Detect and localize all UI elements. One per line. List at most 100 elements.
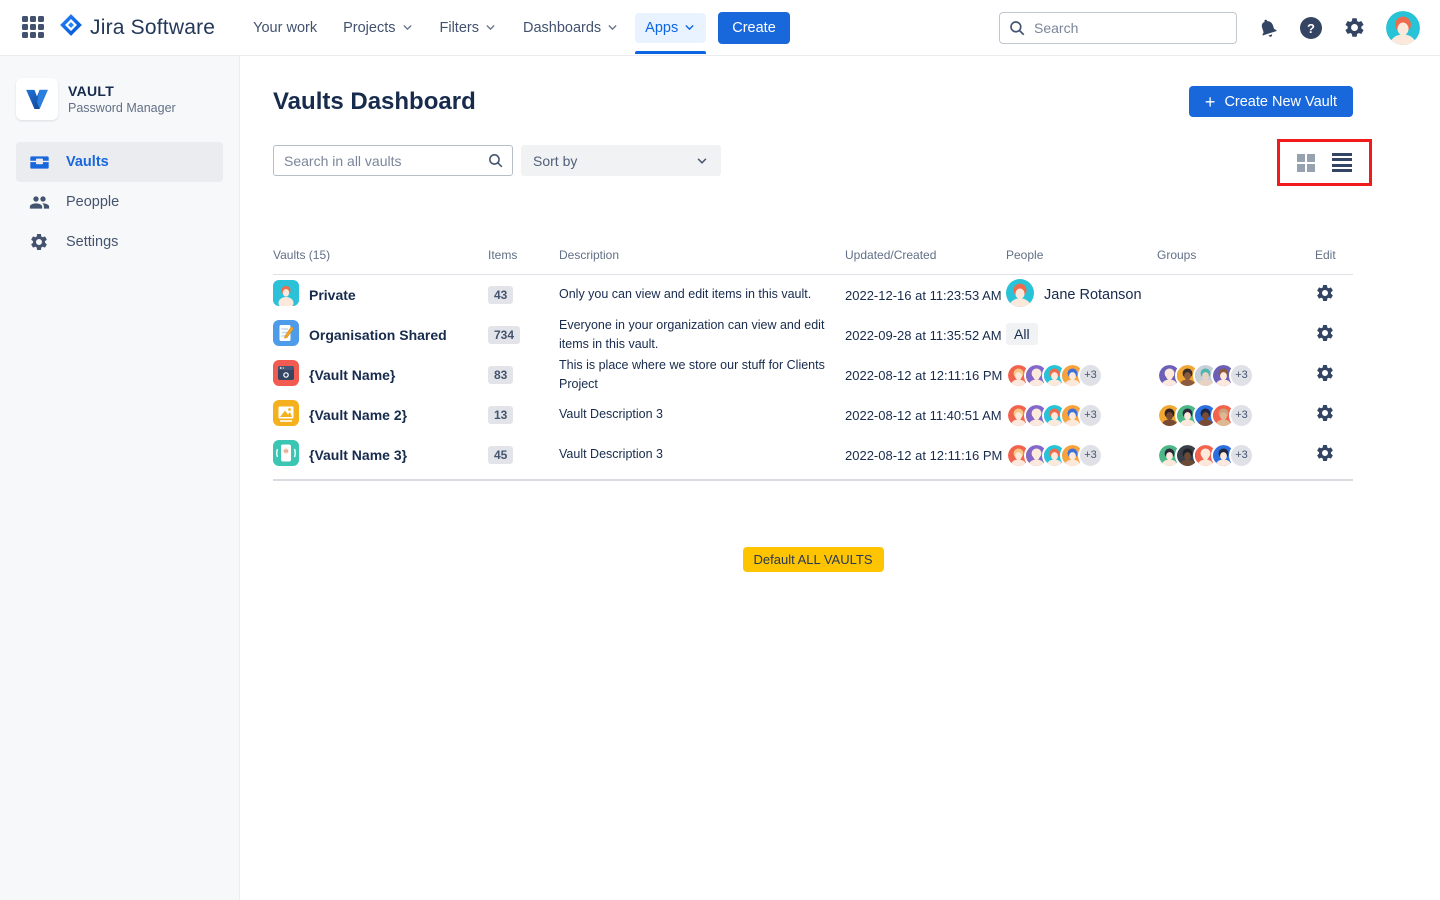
sidebar-item-peopple[interactable]: Peopple (16, 182, 223, 222)
edit-gear-icon[interactable] (1315, 443, 1335, 463)
vault-updated-timestamp: 2022-08-12 at 11:40:51 AM (845, 407, 1002, 423)
create-button[interactable]: Create (718, 11, 790, 44)
vault-description: Vault Description 3 (559, 407, 663, 422)
gear-icon (28, 232, 50, 252)
grid-view-icon[interactable] (1297, 153, 1315, 172)
vault-type-icon (273, 439, 299, 471)
table-row[interactable]: Organisation Shared 734 Everyone in your… (273, 315, 1353, 355)
primary-nav: Your work Projects Filters Dashboards Ap… (243, 0, 707, 56)
jira-logo-icon (58, 12, 84, 43)
vault-type-icon (273, 399, 299, 431)
person-avatar (1157, 362, 1182, 388)
create-new-vault-button[interactable]: + Create New Vault (1188, 86, 1353, 117)
notifications-bell-icon[interactable] (1257, 17, 1279, 39)
page-title: Vaults Dashboard (273, 87, 476, 115)
vault-description: This is place where we store our stuff f… (559, 357, 825, 391)
vault-name[interactable]: Private (309, 287, 356, 303)
chevron-down-icon (486, 25, 495, 31)
vault-people: +3 (1006, 402, 1157, 428)
more-count-badge[interactable]: +3 (1229, 402, 1254, 428)
vault-description: Vault Description 3 (559, 447, 663, 462)
vault-icon (28, 152, 50, 173)
nav-item-apps[interactable]: Apps (635, 12, 707, 54)
help-icon[interactable]: ? (1299, 16, 1323, 40)
items-count-badge: 13 (488, 406, 514, 424)
global-search-input[interactable] (999, 11, 1237, 44)
column-header: Groups (1157, 248, 1197, 262)
more-count-badge[interactable]: +3 (1229, 362, 1254, 388)
column-header: Vaults (15) (273, 248, 331, 262)
vault-search (273, 145, 513, 176)
vault-name[interactable]: {Vault Name 3} (309, 447, 408, 463)
edit-gear-icon[interactable] (1315, 363, 1335, 383)
person-avatar (1006, 362, 1031, 388)
app-switcher-icon[interactable] (22, 15, 46, 40)
all-people-badge: All (1006, 323, 1038, 345)
nav-item-your-work[interactable]: Your work (253, 19, 318, 36)
sidebar-item-label: Peopple (66, 194, 120, 210)
vault-updated-timestamp: 2022-12-16 at 11:23:53 AM (845, 287, 1002, 303)
vault-updated-timestamp: 2022-08-12 at 12:11:16 PM (845, 447, 1003, 463)
vault-name[interactable]: {Vault Name} (309, 367, 396, 383)
column-header: People (1006, 248, 1044, 262)
person-avatar (1193, 442, 1218, 468)
sidebar-item-settings[interactable]: Settings (16, 222, 223, 262)
vault-app-name: VAULT (68, 83, 115, 99)
global-search (999, 11, 1237, 44)
more-count-badge[interactable]: +3 (1078, 402, 1103, 428)
vault-app-subtitle: Password Manager (68, 101, 176, 115)
vault-logo-icon (16, 78, 58, 120)
sidebar-menu: Vaults Peopple Settings (0, 142, 239, 262)
column-header: Edit (1315, 248, 1336, 262)
search-icon (1008, 19, 1026, 42)
more-count-badge[interactable]: +3 (1078, 442, 1103, 468)
vault-type-icon (273, 319, 299, 351)
more-count-badge[interactable]: +3 (1078, 362, 1103, 388)
more-count-badge[interactable]: +3 (1229, 442, 1254, 468)
vault-search-icon[interactable] (487, 152, 504, 174)
vault-name[interactable]: {Vault Name 2} (309, 407, 408, 423)
vault-description: Only you can view and edit items in this… (559, 287, 812, 302)
jira-logo-text: Jira Software (90, 15, 216, 39)
top-navigation-bar: Jira Software Your work Projects Filters… (0, 0, 1440, 56)
jira-logo[interactable]: Jira Software (58, 12, 215, 43)
people-icon (28, 192, 50, 213)
edit-gear-icon[interactable] (1315, 323, 1335, 343)
vaults-table-body: Private 43 Only you can view and edit it… (273, 275, 1353, 481)
chevron-down-icon (697, 157, 707, 164)
table-row[interactable]: {Vault Name 2} 13 Vault Description 3 20… (273, 395, 1353, 435)
sidebar-item-vaults[interactable]: Vaults (16, 142, 223, 182)
vault-groups: +3 (1157, 402, 1315, 428)
vault-updated-timestamp: 2022-08-12 at 12:11:16 PM (845, 367, 1003, 383)
table-row[interactable]: Private 43 Only you can view and edit it… (273, 275, 1353, 315)
column-header: Description (559, 248, 620, 262)
nav-item-filters[interactable]: Filters (430, 13, 507, 43)
person-avatar (1042, 362, 1067, 388)
person-avatar (1060, 402, 1085, 428)
column-header: Items (488, 248, 518, 262)
vault-type-icon (273, 359, 299, 391)
vault-sidebar: VAULT Password Manager Vaults Peopple Se… (0, 56, 240, 900)
items-count-badge: 43 (488, 286, 514, 304)
chevron-down-icon (403, 25, 411, 31)
table-row[interactable]: {Vault Name 3} 45 Vault Description 3 20… (273, 435, 1353, 475)
default-all-vaults-badge: Default ALL VAULTS (742, 547, 884, 572)
vault-description: Everyone in your organization can view a… (559, 317, 825, 351)
vault-people: +3 (1006, 362, 1157, 388)
edit-gear-icon[interactable] (1315, 403, 1335, 423)
sidebar-item-label: Settings (66, 234, 119, 250)
edit-gear-icon[interactable] (1315, 283, 1335, 303)
vault-search-input[interactable] (273, 145, 513, 176)
vault-name[interactable]: Organisation Shared (309, 327, 447, 343)
settings-gear-icon[interactable] (1343, 16, 1366, 39)
vault-people: Jane Rotanson (1006, 279, 1157, 311)
nav-item-projects[interactable]: Projects (333, 13, 423, 43)
list-view-icon[interactable] (1332, 153, 1352, 172)
user-avatar[interactable] (1386, 10, 1420, 45)
person-avatar (1175, 402, 1200, 428)
sort-by-dropdown[interactable]: Sort by (521, 145, 721, 176)
table-row[interactable]: {Vault Name} 83 This is place where we s… (273, 355, 1353, 395)
vaults-table: Vaults (15) Items Description Updated/Creat… (273, 248, 1353, 481)
person-avatar (1211, 402, 1236, 428)
nav-item-dashboards[interactable]: Dashboards (513, 13, 629, 43)
